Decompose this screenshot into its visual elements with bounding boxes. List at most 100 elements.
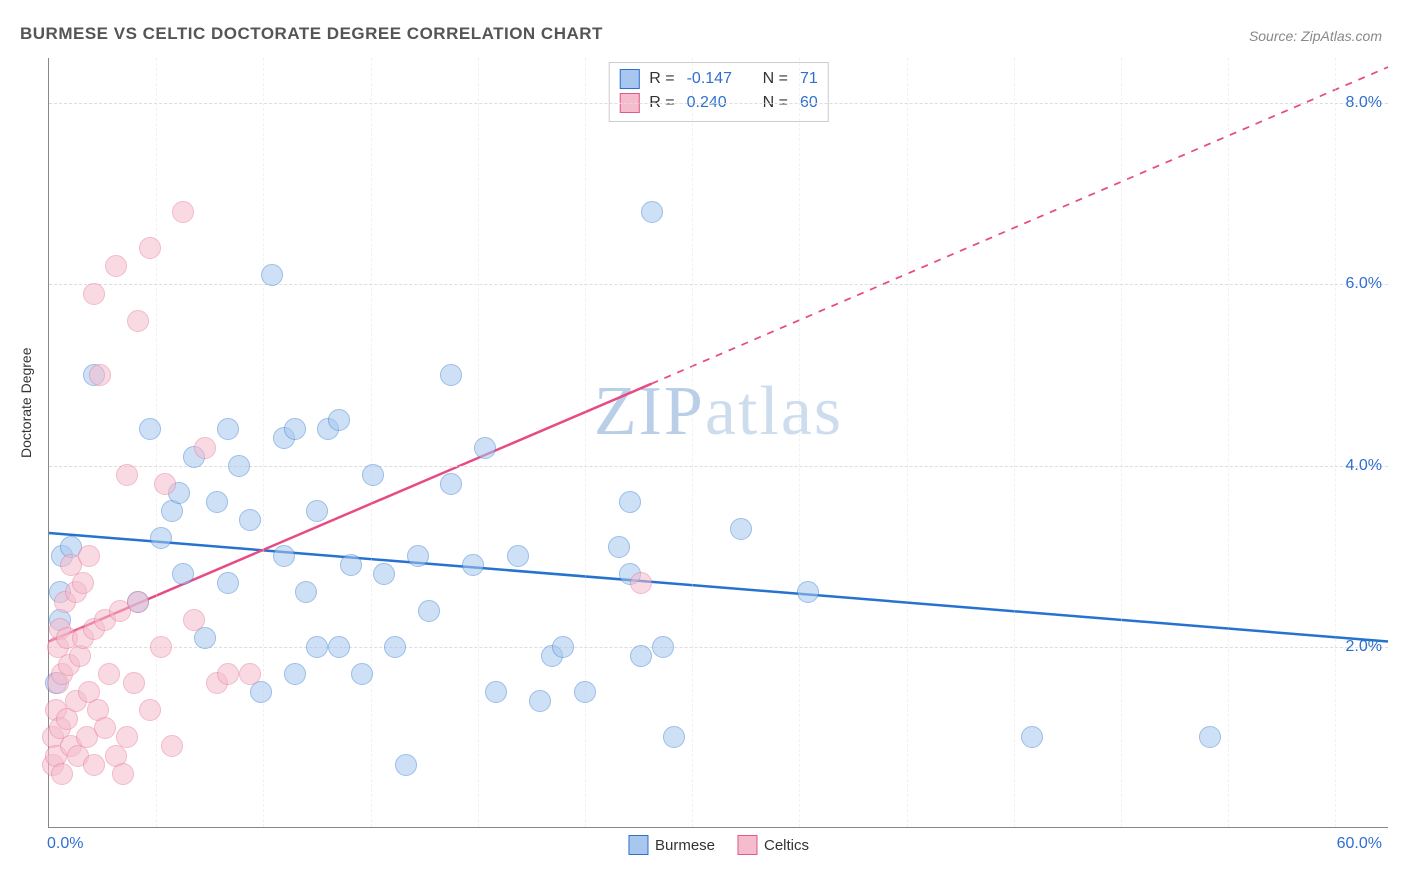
- data-point-celtics: [116, 464, 138, 486]
- stat-n-label: N =: [763, 67, 788, 91]
- data-point-burmese: [552, 636, 574, 658]
- gridline-h: [49, 284, 1388, 285]
- data-point-burmese: [641, 201, 663, 223]
- watermark-part-b: atlas: [705, 373, 843, 450]
- data-point-celtics: [139, 237, 161, 259]
- data-point-celtics: [78, 545, 100, 567]
- data-point-celtics: [72, 572, 94, 594]
- x-tick-max: 60.0%: [1337, 835, 1382, 853]
- data-point-burmese: [730, 518, 752, 540]
- trendline-burmese: [49, 533, 1388, 642]
- gridline-h: [49, 647, 1388, 648]
- data-point-burmese: [340, 554, 362, 576]
- data-point-burmese: [217, 572, 239, 594]
- gridline-v: [692, 58, 693, 827]
- data-point-burmese: [172, 563, 194, 585]
- gridline-h: [49, 466, 1388, 467]
- data-point-celtics: [630, 572, 652, 594]
- data-point-burmese: [306, 500, 328, 522]
- gridline-v: [907, 58, 908, 827]
- data-point-burmese: [574, 681, 596, 703]
- data-point-burmese: [284, 418, 306, 440]
- data-point-celtics: [123, 672, 145, 694]
- stat-n-value: 71: [800, 67, 818, 91]
- stat-r-label: R =: [649, 67, 674, 91]
- gridline-h: [49, 103, 1388, 104]
- legend-swatch: [628, 835, 648, 855]
- stats-row-burmese: R =-0.147N =71: [619, 67, 817, 91]
- data-point-burmese: [150, 527, 172, 549]
- data-point-burmese: [206, 491, 228, 513]
- data-point-burmese: [239, 509, 261, 531]
- data-point-celtics: [116, 726, 138, 748]
- legend-entry-burmese: Burmese: [628, 835, 715, 855]
- data-point-burmese: [228, 455, 250, 477]
- data-point-burmese: [1021, 726, 1043, 748]
- data-point-celtics: [105, 255, 127, 277]
- data-point-celtics: [98, 663, 120, 685]
- data-point-celtics: [154, 473, 176, 495]
- watermark: ZIPatlas: [594, 372, 843, 452]
- data-point-celtics: [194, 437, 216, 459]
- data-point-burmese: [351, 663, 373, 685]
- data-point-celtics: [127, 591, 149, 613]
- gridline-v: [585, 58, 586, 827]
- legend-label: Celtics: [764, 837, 809, 854]
- data-point-burmese: [418, 600, 440, 622]
- data-point-burmese: [384, 636, 406, 658]
- data-point-celtics: [150, 636, 172, 658]
- data-point-burmese: [797, 581, 819, 603]
- legend-entry-celtics: Celtics: [737, 835, 809, 855]
- data-point-burmese: [139, 418, 161, 440]
- data-point-burmese: [652, 636, 674, 658]
- data-point-celtics: [217, 663, 239, 685]
- data-point-celtics: [127, 310, 149, 332]
- data-point-burmese: [362, 464, 384, 486]
- gridline-v: [371, 58, 372, 827]
- data-point-burmese: [295, 581, 317, 603]
- data-point-burmese: [663, 726, 685, 748]
- legend-swatch: [619, 69, 639, 89]
- y-tick-label: 8.0%: [1346, 94, 1382, 112]
- trend-lines-svg: [49, 58, 1388, 827]
- data-point-celtics: [172, 201, 194, 223]
- gridline-v: [799, 58, 800, 827]
- data-point-celtics: [239, 663, 261, 685]
- gridline-v: [1335, 58, 1336, 827]
- data-point-burmese: [273, 545, 295, 567]
- data-point-burmese: [440, 364, 462, 386]
- data-point-burmese: [306, 636, 328, 658]
- data-point-celtics: [83, 754, 105, 776]
- data-point-burmese: [395, 754, 417, 776]
- y-tick-label: 6.0%: [1346, 275, 1382, 293]
- data-point-burmese: [261, 264, 283, 286]
- y-tick-label: 4.0%: [1346, 457, 1382, 475]
- data-point-burmese: [284, 663, 306, 685]
- plot-region: ZIPatlas R =-0.147N =71R =0.240N =60 0.0…: [48, 58, 1388, 828]
- gridline-v: [1228, 58, 1229, 827]
- y-tick-label: 2.0%: [1346, 638, 1382, 656]
- data-point-burmese: [217, 418, 239, 440]
- data-point-burmese: [630, 645, 652, 667]
- data-point-burmese: [507, 545, 529, 567]
- data-point-celtics: [89, 364, 111, 386]
- gridline-v: [1014, 58, 1015, 827]
- source-attribution: Source: ZipAtlas.com: [1249, 28, 1382, 44]
- x-tick-min: 0.0%: [47, 835, 83, 853]
- data-point-celtics: [83, 283, 105, 305]
- gridline-v: [263, 58, 264, 827]
- data-point-burmese: [529, 690, 551, 712]
- data-point-burmese: [440, 473, 462, 495]
- chart-area: Doctorate Degree ZIPatlas R =-0.147N =71…: [48, 58, 1388, 858]
- data-point-celtics: [139, 699, 161, 721]
- chart-container: BURMESE VS CELTIC DOCTORATE DEGREE CORRE…: [0, 0, 1406, 892]
- data-point-burmese: [407, 545, 429, 567]
- data-point-burmese: [619, 491, 641, 513]
- data-point-burmese: [328, 636, 350, 658]
- data-point-burmese: [328, 409, 350, 431]
- gridline-v: [1121, 58, 1122, 827]
- y-axis-label: Doctorate Degree: [18, 347, 34, 458]
- data-point-celtics: [183, 609, 205, 631]
- data-point-burmese: [1199, 726, 1221, 748]
- data-point-celtics: [112, 763, 134, 785]
